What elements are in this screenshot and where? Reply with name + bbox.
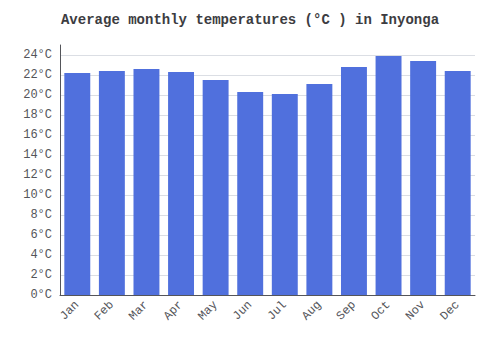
svg-text:Dec: Dec [438,298,463,323]
svg-text:Sep: Sep [334,298,359,323]
svg-text:12°C: 12°C [23,168,52,182]
svg-text:18°C: 18°C [23,108,52,122]
svg-text:Jun: Jun [230,298,255,323]
svg-text:Average monthly temperatures (: Average monthly temperatures (°C ) in In… [61,12,440,28]
svg-text:Jan: Jan [57,298,82,323]
svg-text:Jul: Jul [265,298,290,323]
svg-text:20°C: 20°C [23,88,52,102]
svg-text:14°C: 14°C [23,148,52,162]
svg-text:24°C: 24°C [23,48,52,62]
svg-text:Apr: Apr [161,298,186,323]
svg-text:8°C: 8°C [30,208,52,222]
svg-text:Aug: Aug [299,298,324,323]
svg-text:May: May [195,298,220,323]
svg-text:Mar: Mar [126,298,151,323]
svg-text:Oct: Oct [368,298,393,323]
svg-text:Feb: Feb [92,298,117,323]
svg-text:10°C: 10°C [23,188,52,202]
svg-text:16°C: 16°C [23,128,52,142]
svg-text:2°C: 2°C [30,268,52,282]
svg-text:22°C: 22°C [23,68,52,82]
svg-text:0°C: 0°C [30,288,52,302]
svg-text:4°C: 4°C [30,248,52,262]
svg-text:Nov: Nov [403,298,428,323]
svg-text:6°C: 6°C [30,228,52,242]
